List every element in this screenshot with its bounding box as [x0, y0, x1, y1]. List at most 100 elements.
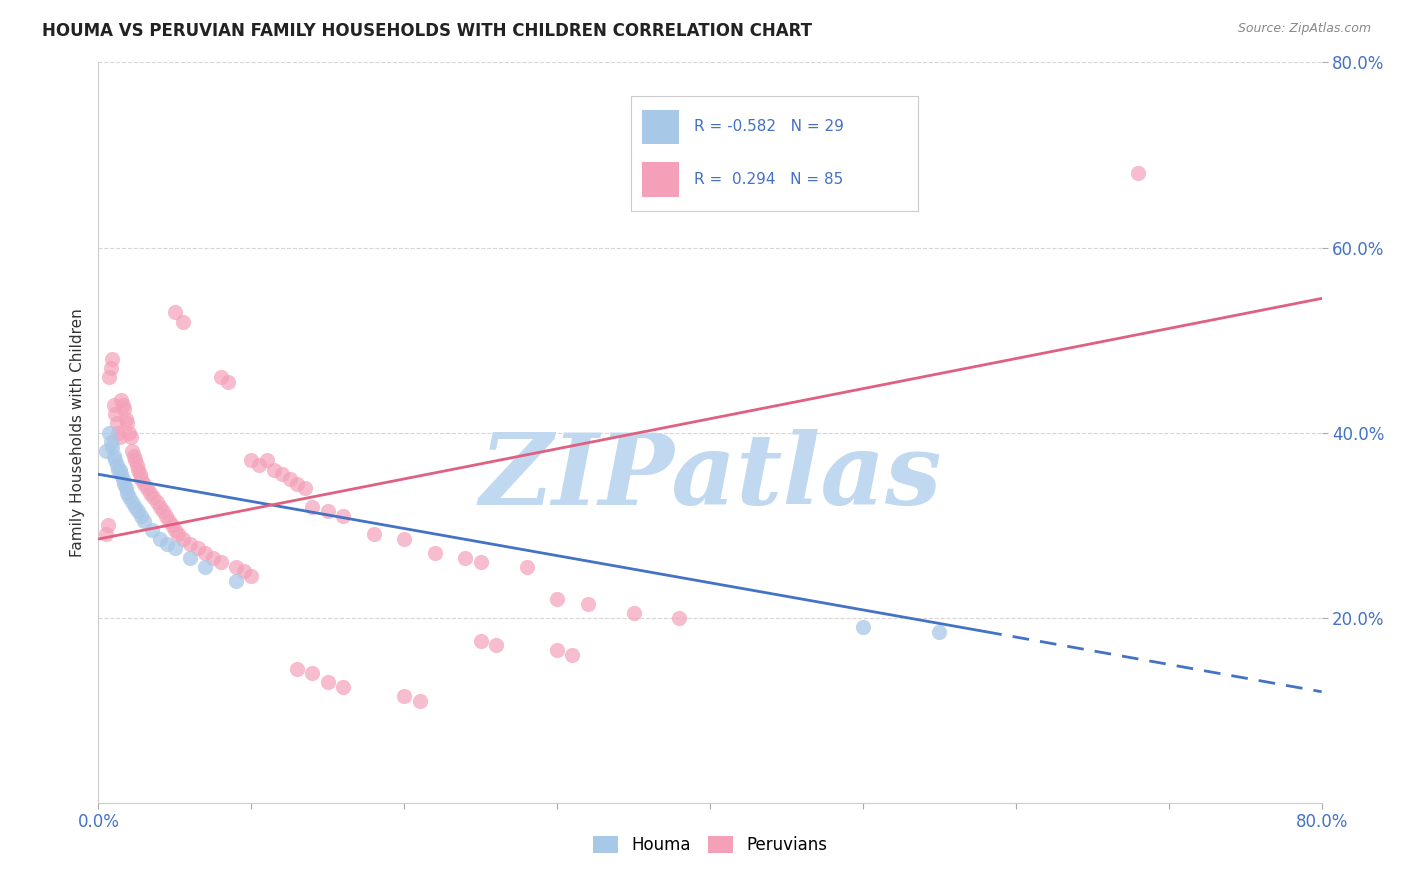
Point	[100, 360, 122, 375]
Point	[105, 417, 128, 431]
Point	[263, 462, 285, 476]
Point	[209, 555, 232, 569]
Point	[115, 481, 138, 495]
Point	[576, 597, 599, 611]
Point	[117, 417, 139, 431]
Point	[270, 467, 292, 482]
Point	[194, 546, 217, 560]
Point	[285, 662, 308, 676]
Point	[149, 500, 172, 514]
Point	[111, 472, 134, 486]
Point	[108, 430, 131, 444]
Point	[112, 402, 135, 417]
Point	[179, 550, 201, 565]
Point	[152, 504, 174, 518]
Point	[118, 425, 141, 440]
Point	[928, 624, 950, 639]
Point	[301, 666, 323, 681]
Point	[301, 500, 323, 514]
Point	[100, 434, 122, 449]
Point	[561, 648, 583, 662]
Point	[118, 491, 141, 505]
Text: ZIPatlas: ZIPatlas	[479, 429, 941, 525]
Point	[129, 472, 152, 486]
Point	[94, 527, 117, 541]
Point	[163, 523, 186, 537]
Point	[240, 453, 263, 467]
Point	[240, 569, 263, 583]
Point	[103, 398, 125, 412]
Point	[124, 453, 146, 467]
Point	[294, 481, 316, 495]
Point	[408, 694, 430, 708]
Point	[141, 523, 163, 537]
Point	[392, 690, 416, 704]
Point	[121, 444, 143, 458]
Point	[98, 425, 121, 440]
Point	[172, 314, 194, 328]
Point	[120, 430, 142, 444]
Point	[157, 514, 180, 528]
Point	[134, 476, 156, 491]
Point	[110, 467, 132, 482]
Point	[423, 546, 446, 560]
Point	[104, 453, 127, 467]
Point	[111, 398, 134, 412]
Point	[256, 453, 278, 467]
Y-axis label: Family Households with Children: Family Households with Children	[69, 309, 84, 557]
Point	[485, 639, 508, 653]
Point	[470, 633, 492, 648]
Point	[316, 504, 339, 518]
Point	[546, 592, 568, 607]
Point	[134, 514, 156, 528]
Point	[209, 370, 232, 384]
Point	[172, 532, 194, 546]
Point	[97, 518, 120, 533]
Point	[285, 476, 308, 491]
Point	[101, 351, 124, 366]
Point	[623, 606, 645, 620]
Point	[125, 458, 148, 472]
Point	[194, 559, 217, 574]
Point	[167, 527, 190, 541]
Point	[103, 449, 125, 463]
Point	[217, 375, 239, 389]
Point	[129, 508, 152, 523]
Point	[101, 440, 124, 454]
Point	[163, 305, 186, 319]
Point	[202, 550, 225, 565]
Point	[142, 491, 165, 505]
Point	[363, 527, 385, 541]
Point	[136, 481, 159, 495]
Point	[225, 559, 247, 574]
Point	[852, 620, 875, 634]
Point	[225, 574, 247, 588]
Point	[121, 495, 143, 509]
Point	[112, 476, 135, 491]
Point	[107, 462, 129, 476]
Point	[115, 411, 138, 425]
Point	[128, 467, 150, 482]
Point	[316, 675, 339, 690]
Point	[516, 559, 538, 574]
Point	[94, 444, 117, 458]
Point	[470, 555, 492, 569]
Point	[278, 472, 301, 486]
Point	[122, 449, 145, 463]
Point	[127, 462, 149, 476]
Point	[160, 518, 183, 533]
Point	[454, 550, 477, 565]
Point	[110, 393, 132, 408]
Point	[332, 508, 354, 523]
Legend: Houma, Peruvians: Houma, Peruvians	[586, 830, 834, 861]
Point	[156, 536, 179, 550]
Point	[107, 425, 129, 440]
Point	[108, 462, 131, 476]
Point	[105, 458, 128, 472]
Point	[124, 500, 146, 514]
Point	[117, 485, 139, 500]
Point	[392, 532, 416, 546]
Point	[98, 370, 121, 384]
Point	[149, 532, 172, 546]
Point	[104, 407, 127, 421]
